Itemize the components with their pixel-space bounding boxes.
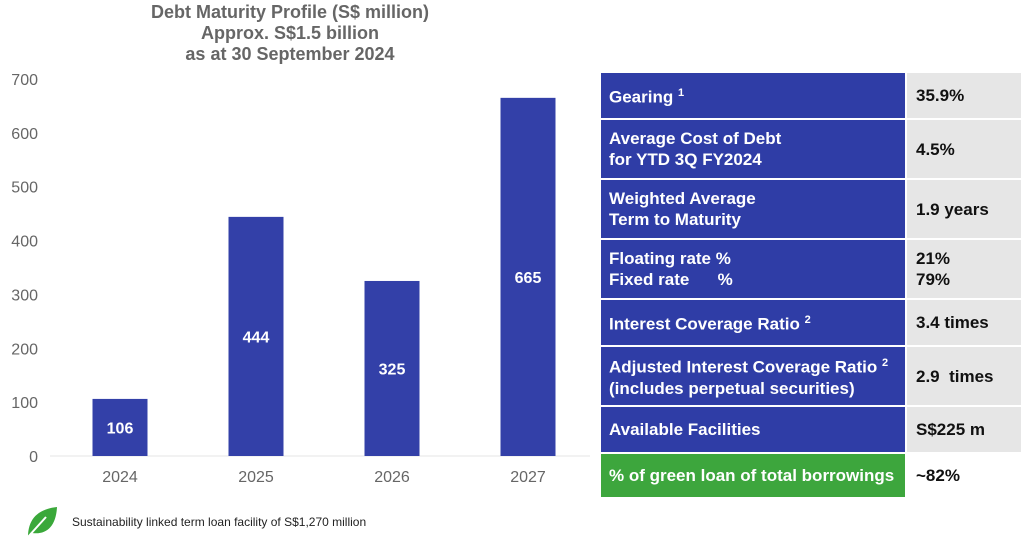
bar-2025 (228, 216, 284, 456)
y-tick-label: 300 (11, 287, 38, 304)
row-label-line: Gearing 1 (609, 83, 897, 108)
label-text: (includes perpetual securities) (609, 378, 855, 398)
row-value: ~82% (907, 454, 1021, 497)
label-text: Interest Coverage Ratio (609, 314, 800, 334)
debt-metrics-table: Gearing 1 35.9% Average Cost of Debt for YT… (601, 73, 1021, 499)
row-value: 21% 79% (907, 240, 1021, 298)
label-text: Floating rate % (609, 249, 731, 268)
chart-title: Debt Maturity Profile (S$ million) Appro… (90, 2, 490, 65)
y-tick-label: 400 (11, 234, 38, 251)
row-label: Floating rate % Fixed rate % (601, 240, 905, 298)
value-text: 1.9 years (916, 199, 989, 219)
row-label-line: Term to Maturity (609, 209, 897, 230)
value-text: 2.9 times (916, 366, 994, 386)
row-value: S$225 m (907, 407, 1021, 452)
data-label: 106 (107, 420, 134, 437)
row-label: Gearing 1 (601, 73, 905, 118)
row-label-line: Interest Coverage Ratio 2 (609, 310, 897, 335)
row-label-line: Average Cost of Debt (609, 128, 897, 149)
row-value: 35.9% (907, 73, 1021, 118)
x-tick-label: 2024 (102, 469, 138, 486)
table-row: Gearing 1 35.9% (601, 73, 1021, 118)
footnote-marker: 2 (804, 314, 811, 327)
label-text: % of green loan of total borrowings (609, 466, 895, 485)
row-value: 3.4 times (907, 300, 1021, 345)
value-text: ~82% (916, 466, 960, 485)
row-label: % of green loan of total borrowings (601, 454, 905, 497)
bar-2026 (364, 280, 420, 456)
label-text: for YTD 3Q FY2024 (609, 150, 762, 169)
y-tick-label: 200 (11, 341, 38, 358)
bar-2024 (92, 398, 148, 456)
x-tick-label: 2025 (238, 469, 274, 486)
table-row: Interest Coverage Ratio 2 3.4 times (601, 300, 1021, 345)
y-tick-label: 600 (11, 126, 38, 143)
x-tick-label: 2027 (510, 469, 546, 486)
label-text: Average Cost of Debt (609, 129, 782, 148)
row-label-line: Floating rate % (609, 248, 897, 269)
chart-subtitle-line: Approx. S$1.5 billion (200, 23, 380, 43)
row-label-line: Fixed rate % (609, 269, 897, 290)
row-label-line: % of green loan of total borrowings (609, 465, 897, 486)
label-text: Fixed rate % (609, 270, 733, 289)
y-tick-label: 500 (11, 180, 38, 197)
value-text: S$225 m (916, 420, 985, 439)
chart-title-line: Debt Maturity Profile (S$ million) (150, 2, 430, 22)
chart-subtitle-line: as at 30 September 2024 (185, 44, 395, 64)
table-row: Weighted Average Term to Maturity 1.9 year… (601, 180, 1021, 238)
row-label: Adjusted Interest Coverage Ratio 2 (inclu… (601, 347, 905, 405)
table-row: Floating rate % Fixed rate % 21% 79% (601, 240, 1021, 298)
table-row: Available Facilities S$225 m (601, 407, 1021, 452)
row-value: 4.5% (907, 120, 1021, 178)
row-label: Available Facilities (601, 407, 905, 452)
footnote-text: Sustainability linked term loan facility… (72, 515, 367, 529)
row-label-line: for YTD 3Q FY2024 (609, 149, 897, 170)
row-label: Average Cost of Debt for YTD 3Q FY2024 (601, 120, 905, 178)
data-label: 325 (379, 361, 406, 378)
footnote-marker: 1 (677, 87, 685, 100)
row-label: Weighted Average Term to Maturity (601, 180, 905, 238)
row-label-line: (includes perpetual securities) (609, 378, 897, 399)
y-tick-label: 0 (29, 449, 38, 466)
bar-2027 (500, 97, 556, 456)
data-label: 665 (515, 270, 542, 287)
bar-chart: 0 100 200 300 400 500 600 700 106 2024 444 2025 325 2… (11, 72, 590, 486)
value-text: 35.9% (916, 86, 965, 105)
data-label: 444 (243, 329, 270, 346)
row-label-line: Weighted Average (609, 188, 897, 209)
row-label: Interest Coverage Ratio 2 (601, 300, 905, 345)
label-text: Term to Maturity (609, 210, 741, 229)
table-row: Adjusted Interest Coverage Ratio 2 (inclu… (601, 347, 1021, 405)
leaf-icon (26, 507, 57, 539)
label-text: Gearing (609, 87, 674, 107)
row-label-line: Adjusted Interest Coverage Ratio 2 (609, 353, 897, 378)
table-row: Average Cost of Debt for YTD 3Q FY2024 4.5… (601, 120, 1021, 178)
label-text: Available Facilities (609, 420, 761, 439)
footnote-marker: 2 (882, 357, 889, 370)
value-text: 21% (916, 249, 951, 268)
y-tick-label: 100 (11, 395, 38, 412)
row-value: 1.9 years (907, 180, 1021, 238)
y-tick-label: 700 (11, 72, 38, 89)
value-text: 3.4 times (916, 313, 989, 332)
table-row: % of green loan of total borrowings ~82% (601, 454, 1021, 497)
value-text: 4.5% (916, 139, 955, 159)
row-label-line: Available Facilities (609, 419, 897, 440)
label-text: Weighted Average (609, 189, 756, 208)
x-tick-label: 2026 (374, 469, 410, 486)
footnote: Sustainability linked term loan facility… (24, 505, 366, 539)
row-value: 2.9 times (907, 347, 1021, 405)
label-text: Adjusted Interest Coverage Ratio (609, 357, 878, 377)
value-text: 79% (916, 270, 951, 289)
